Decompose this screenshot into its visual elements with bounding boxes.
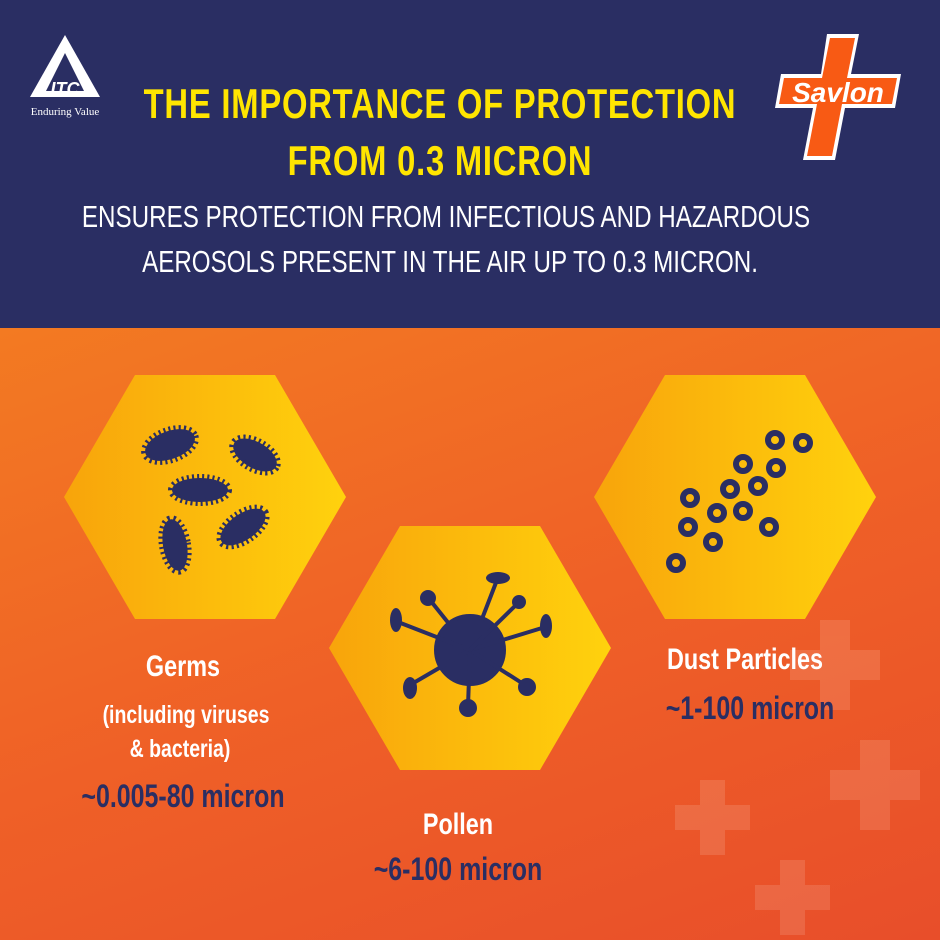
germs-detail-1: (including viruses	[102, 701, 270, 729]
savlon-logo: Savlon	[775, 34, 901, 160]
header-banner	[0, 0, 940, 328]
svg-text:Enduring Value: Enduring Value	[31, 106, 100, 118]
dust-particles-icon	[666, 430, 813, 573]
pollen-label: Pollen	[422, 808, 494, 841]
subtitle-line-1: ENSURES PROTECTION FROM INFECTIOUS AND H…	[81, 199, 811, 234]
germs-label: Germs	[145, 650, 221, 683]
title-line-2: FROM 0.3 MICRON	[287, 137, 593, 184]
subtitle-line-2: AEROSOLS PRESENT IN THE AIR UP TO 0.3 MI…	[142, 244, 758, 279]
title-line-1: THE IMPORTANCE OF PROTECTION	[143, 80, 737, 127]
cross-pattern	[675, 620, 920, 935]
germs-icon	[141, 425, 281, 575]
svg-text:ITC: ITC	[51, 79, 81, 99]
germs-range: ~0.005-80 micron	[81, 778, 285, 814]
pollen-range: ~6-100 micron	[373, 851, 543, 887]
virus-icon	[390, 572, 552, 717]
dust-label: Dust Particles	[666, 643, 824, 676]
germs-detail-2: & bacteria)	[129, 735, 231, 763]
svg-text:Savlon: Savlon	[792, 77, 884, 108]
itc-logo: ITC Enduring Value	[30, 35, 100, 118]
dust-range: ~1-100 micron	[665, 690, 835, 726]
